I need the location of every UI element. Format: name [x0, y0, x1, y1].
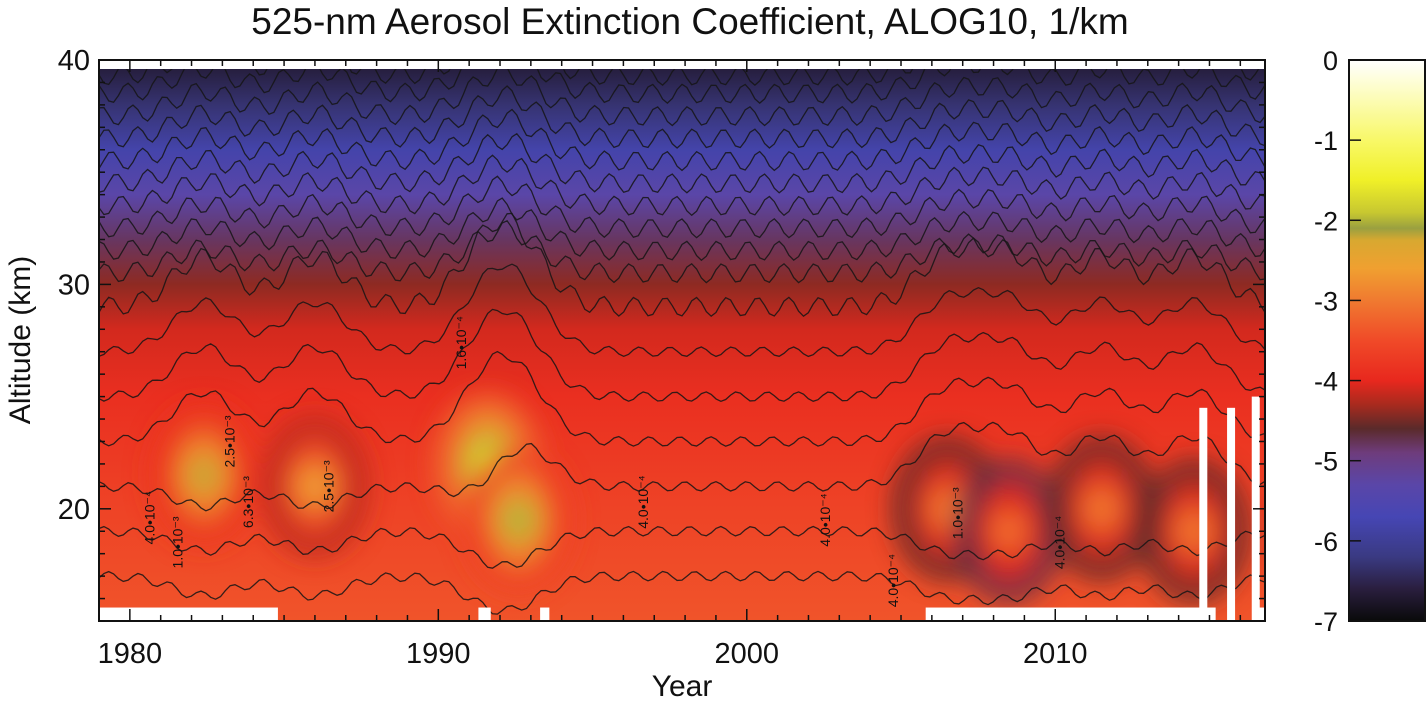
extinction-field: 4.0•10⁻⁴ 1.0•10⁻³2.5•10⁻³6.3•10⁻³ 2.5•10⁻³… — [99, 60, 1265, 621]
plume-1-ring-3 — [298, 468, 331, 505]
contour-line-5 — [99, 263, 1265, 358]
plot-frame — [98, 59, 1266, 622]
colorbar-tick-label: -6 — [1314, 527, 1338, 557]
contour-line-9 — [99, 175, 1265, 239]
y-tick-label: 30 — [58, 269, 90, 301]
y-tick-label: 40 — [58, 45, 90, 77]
contour-label: 1.6•10⁻⁴ — [453, 316, 469, 369]
contour-label: 4.0•10⁻⁴ — [1051, 516, 1067, 569]
contour-label: 1.0•10⁻³ — [169, 516, 185, 568]
x-tick-label: 2000 — [715, 638, 780, 670]
contour-label: 2.5•10⁻³ — [320, 460, 336, 512]
vertical-gap-0 — [1199, 407, 1208, 621]
colorbar-ramp — [1348, 59, 1426, 622]
plume-0-ring-3 — [187, 457, 220, 494]
x-tick-label: 1980 — [98, 638, 163, 670]
contour-line-0 — [99, 570, 1265, 615]
colorbar-tick-label: -2 — [1314, 206, 1338, 236]
contour-line-7 — [99, 219, 1265, 284]
top-missing-band — [99, 60, 1265, 69]
plume-3-ring-3 — [502, 502, 535, 539]
contour-label: 1.0•10⁻³ — [950, 487, 966, 539]
bottom-gap-1 — [478, 607, 491, 621]
contour-line-11 — [99, 132, 1265, 194]
y-axis-label: Altitude (km) — [4, 256, 37, 424]
colorbar-tick-label: -5 — [1314, 447, 1338, 477]
contour-line-15 — [99, 60, 1265, 104]
contour-line-1 — [99, 525, 1265, 569]
colorbar-ticks: 0 -1 -2 -3 -4 -5 -6 -7 — [1314, 46, 1361, 637]
x-tick-label: 2010 — [1023, 638, 1088, 670]
plume-6-ring-3 — [1085, 490, 1118, 527]
colorbar: 0 -1 -2 -3 -4 -5 -6 -7 — [1314, 46, 1426, 637]
contour-line-8 — [99, 197, 1265, 262]
contour-label: 4.0•10⁻⁴ — [817, 493, 833, 546]
plume-5-ring-3 — [992, 513, 1025, 550]
contour-line-3 — [99, 350, 1265, 447]
contour-labels: 4.0•10⁻⁴ 1.0•10⁻³2.5•10⁻³6.3•10⁻³ 2.5•10⁻³… — [142, 316, 1068, 607]
x-axis-label: Year — [652, 670, 713, 703]
y-axis: 20 30 40 — [58, 45, 1265, 622]
chart-title: 525-nm Aerosol Extinction Coefficient, A… — [251, 1, 1129, 42]
vertical-gap-1 — [1227, 407, 1236, 621]
contour-line-2 — [99, 421, 1265, 512]
contour-label: 2.5•10⁻³ — [222, 415, 238, 467]
plume-layer — [148, 392, 1250, 604]
colorbar-tick-label: 0 — [1323, 46, 1338, 76]
bottom-gap-0 — [99, 607, 278, 621]
bottom-gap-2 — [540, 607, 550, 621]
colorbar-tick-label: -3 — [1314, 286, 1338, 316]
contour-line-14 — [99, 62, 1265, 127]
y-tick-label: 20 — [58, 494, 90, 526]
colorbar-tick-label: -1 — [1314, 126, 1338, 156]
contour-line-13 — [99, 85, 1265, 149]
x-tick-label: 1990 — [406, 638, 471, 670]
plot-area: 4.0•10⁻⁴ 1.0•10⁻³2.5•10⁻³6.3•10⁻³ 2.5•10⁻³… — [4, 45, 1266, 703]
contour-label: 4.0•10⁻⁴ — [142, 491, 158, 544]
bottom-gap-3 — [925, 607, 1216, 621]
contour-label: 4.0•10⁻⁴ — [885, 554, 901, 607]
contour-label: 6.3•10⁻³ — [240, 476, 256, 528]
contour-line-6 — [99, 212, 1265, 318]
colorbar-tick-label: -4 — [1314, 367, 1338, 397]
contour-label: 4.0•10⁻⁴ — [635, 475, 651, 528]
colorbar-tick-label: -7 — [1314, 607, 1338, 637]
contour-line-12 — [99, 108, 1265, 172]
contour-line-10 — [99, 154, 1265, 217]
x-axis: 1980 1990 2000 2010 — [98, 60, 1242, 670]
contour-line-4 — [99, 308, 1265, 403]
